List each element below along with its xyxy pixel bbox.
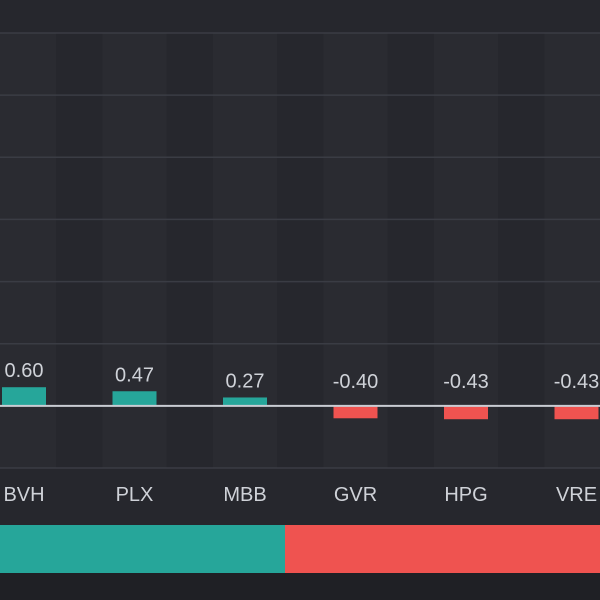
category-label: MBB: [223, 484, 266, 506]
column-band: [544, 33, 600, 468]
category-label: GVR: [334, 484, 377, 506]
value-label: 0.60: [5, 360, 44, 382]
value-label: -0.43: [554, 371, 600, 393]
advance-decline-bar: [0, 525, 600, 573]
category-label: VRE: [556, 484, 597, 506]
value-label: 0.27: [226, 370, 265, 392]
bar-hpg: [444, 405, 488, 420]
bar-mbb: [223, 397, 267, 406]
category-label: PLX: [116, 484, 154, 506]
bottom-strip: [0, 573, 600, 600]
column-band: [213, 33, 277, 468]
bar-bvh: [2, 387, 46, 406]
category-label: BVH: [3, 484, 44, 506]
column-band: [434, 33, 498, 468]
bar-plx: [112, 391, 157, 406]
advance-segment: [0, 525, 285, 573]
decline-segment: [285, 525, 600, 573]
category-label: HPG: [444, 484, 487, 506]
bar-gvr: [333, 405, 378, 419]
value-label: -0.43: [443, 371, 489, 393]
column-band: [323, 33, 388, 468]
bar-vre: [554, 405, 599, 420]
value-label: -0.40: [333, 371, 379, 393]
value-label: 0.47: [115, 364, 154, 386]
